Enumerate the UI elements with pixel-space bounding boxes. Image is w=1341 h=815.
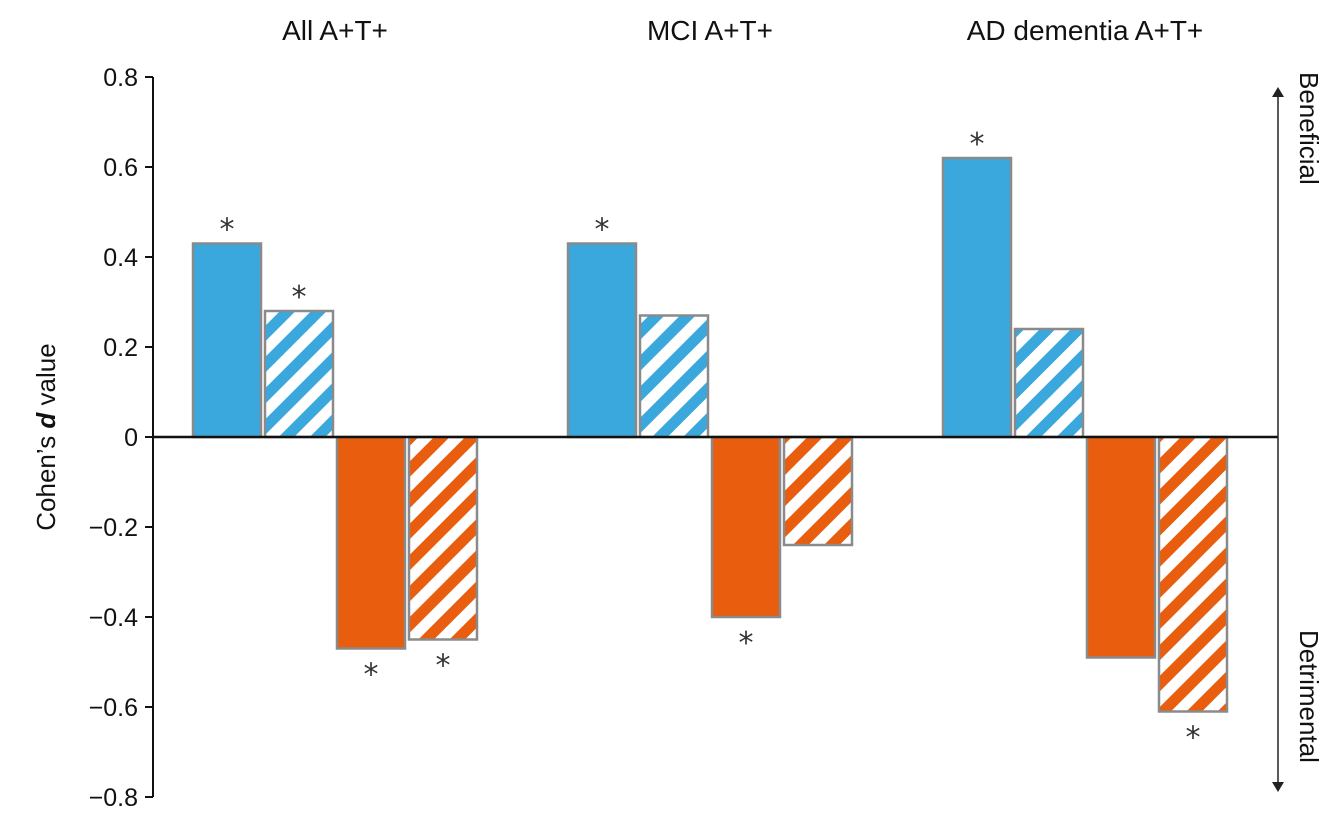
detrimental-label: Detrimental [1294,630,1324,763]
beneficial-label: Beneficial [1294,72,1324,185]
y-tick-label: −0.8 [89,784,138,812]
y-axis-label-part-3: value [31,343,61,412]
significance-star: * [436,649,451,684]
significance-star: * [970,127,985,162]
group-title: MCI A+T+ [647,15,773,46]
bar [710,435,782,619]
bar [782,435,854,547]
bar [1013,327,1085,439]
y-tick-label: −0.4 [89,604,138,632]
y-axis-label-italic-d: d [31,412,61,429]
y-tick-label: −0.2 [89,514,138,542]
y-tick-label: 0.4 [103,244,138,272]
y-axis-label: Cohen’s d value [31,343,61,530]
y-tick-label: 0.8 [103,64,138,92]
bar [566,242,638,439]
significance-star: * [739,626,754,661]
bar [1157,435,1229,713]
significance-markers: * * * * * * * * [220,127,1201,756]
bars-layer [191,156,1229,713]
significance-star: * [292,280,307,315]
y-axis: 0.8 0.6 0.4 0.2 0 −0.2 −0.4 −0.6 −0.8 [89,64,154,812]
bar [335,435,407,650]
y-tick-label: 0 [124,424,138,452]
y-tick-label: 0.2 [103,334,138,362]
bar [407,435,479,641]
group-titles: All A+T+ MCI A+T+ AD dementia A+T+ [282,15,1203,46]
y-tick-label: −0.6 [89,694,138,722]
bar [1085,435,1157,659]
significance-star: * [595,213,610,248]
significance-star: * [364,658,379,693]
y-tick-label: 0.6 [103,154,138,182]
bar [263,309,335,439]
significance-star: * [220,213,235,248]
bar [941,156,1013,439]
bar [638,314,710,439]
group-title: AD dementia A+T+ [967,15,1204,46]
group-title: All A+T+ [282,15,388,46]
y-axis-label-part-1: Cohen’s [31,429,61,531]
significance-star: * [1186,721,1201,756]
bar [191,242,263,439]
